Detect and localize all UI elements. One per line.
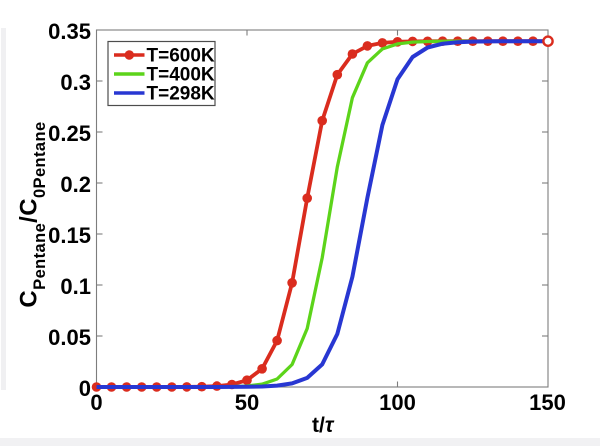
svg-text:0: 0	[79, 376, 91, 401]
svg-text:0.15: 0.15	[48, 223, 91, 248]
svg-text:0.3: 0.3	[60, 70, 91, 95]
svg-text:0.1: 0.1	[60, 274, 91, 299]
svg-text:50: 50	[235, 390, 259, 415]
svg-text:150: 150	[529, 390, 566, 415]
svg-text:0.35: 0.35	[48, 19, 91, 44]
svg-text:T=298K: T=298K	[147, 84, 215, 105]
svg-text:0.05: 0.05	[48, 325, 91, 350]
svg-text:0.2: 0.2	[60, 172, 91, 197]
svg-text:0: 0	[90, 390, 102, 415]
svg-text:t/τ: t/τ	[312, 414, 335, 437]
svg-text:T=400K: T=400K	[147, 65, 215, 86]
svg-text:T=600K: T=600K	[147, 46, 215, 67]
svg-text:100: 100	[379, 390, 416, 415]
svg-text:0.25: 0.25	[48, 121, 91, 146]
